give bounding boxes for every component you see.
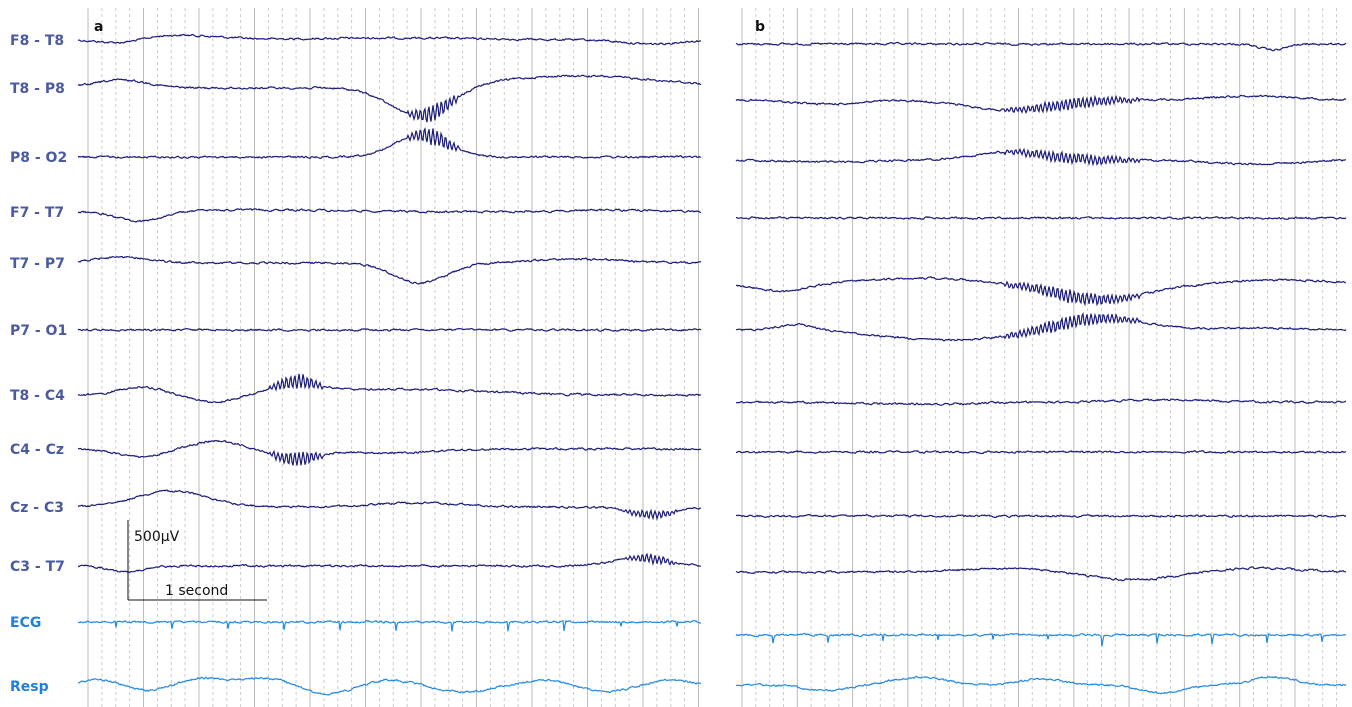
trace-b-f8-t8 [735, 41, 1347, 52]
channel-label-p7-o1: P7 - O1 [10, 323, 67, 339]
channel-label-cz-c3: Cz - C3 [10, 500, 64, 516]
channel-label-p8-o2: P8 - O2 [10, 150, 67, 166]
trace-b-t8-c4 [735, 398, 1347, 407]
trace-b-c4-cz [735, 450, 1347, 455]
scale-bar: 500µV 1 second [127, 520, 267, 601]
panel-a-label: a [94, 19, 103, 35]
scale-time-label: 1 second [165, 583, 228, 599]
trace-a-t8-c4 [77, 373, 702, 404]
channel-label-f8-t8: F8 - T8 [10, 33, 64, 49]
panel-b-label: b [755, 19, 765, 35]
trace-b-ecg [735, 632, 1347, 647]
trace-b-cz-c3 [735, 513, 1347, 519]
trace-b-f7-t7 [736, 216, 1347, 220]
trace-b-t8-p8 [735, 94, 1347, 115]
channel-label-t7-p7: T7 - P7 [10, 256, 65, 272]
channel-label-f7-t7: F7 - T7 [10, 205, 64, 221]
trace-a-ecg [77, 619, 702, 632]
trace-a-c3-t7 [77, 552, 701, 573]
trace-a-t7-p7 [77, 255, 702, 285]
channel-label-t8-p8: T8 - P8 [10, 81, 65, 97]
channel-label-c3-t7: C3 - T7 [10, 559, 65, 575]
trace-b-c3-t7 [735, 566, 1346, 582]
channel-label-c4-cz: C4 - Cz [10, 442, 64, 458]
trace-a-f8-t8 [77, 33, 702, 46]
trace-a-p8-o2 [77, 127, 701, 160]
trace-b-p7-o1 [735, 312, 1347, 342]
trace-a-p7-o1 [77, 327, 702, 333]
channel-labels: F8 - T8 T8 - P8 P8 - O2 F7 - T7 T7 - P7 P7 - … [10, 33, 67, 695]
eeg-traces [77, 33, 1347, 696]
trace-b-resp [735, 675, 1347, 695]
trace-b-p8-o2 [735, 147, 1346, 167]
trace-a-t8-p8 [77, 74, 702, 123]
trace-a-cz-c3 [77, 489, 701, 521]
scale-amplitude-label: 500µV [134, 529, 180, 545]
channel-label-t8-c4: T8 - C4 [10, 388, 65, 404]
channel-label-ecg: ECG [10, 615, 41, 631]
time-grid [87, 8, 1337, 707]
trace-a-c4-cz [77, 439, 702, 466]
trace-a-f7-t7 [77, 208, 702, 223]
trace-b-t7-p7 [735, 276, 1347, 307]
trace-a-resp [78, 676, 702, 696]
channel-label-resp: Resp [10, 679, 49, 695]
